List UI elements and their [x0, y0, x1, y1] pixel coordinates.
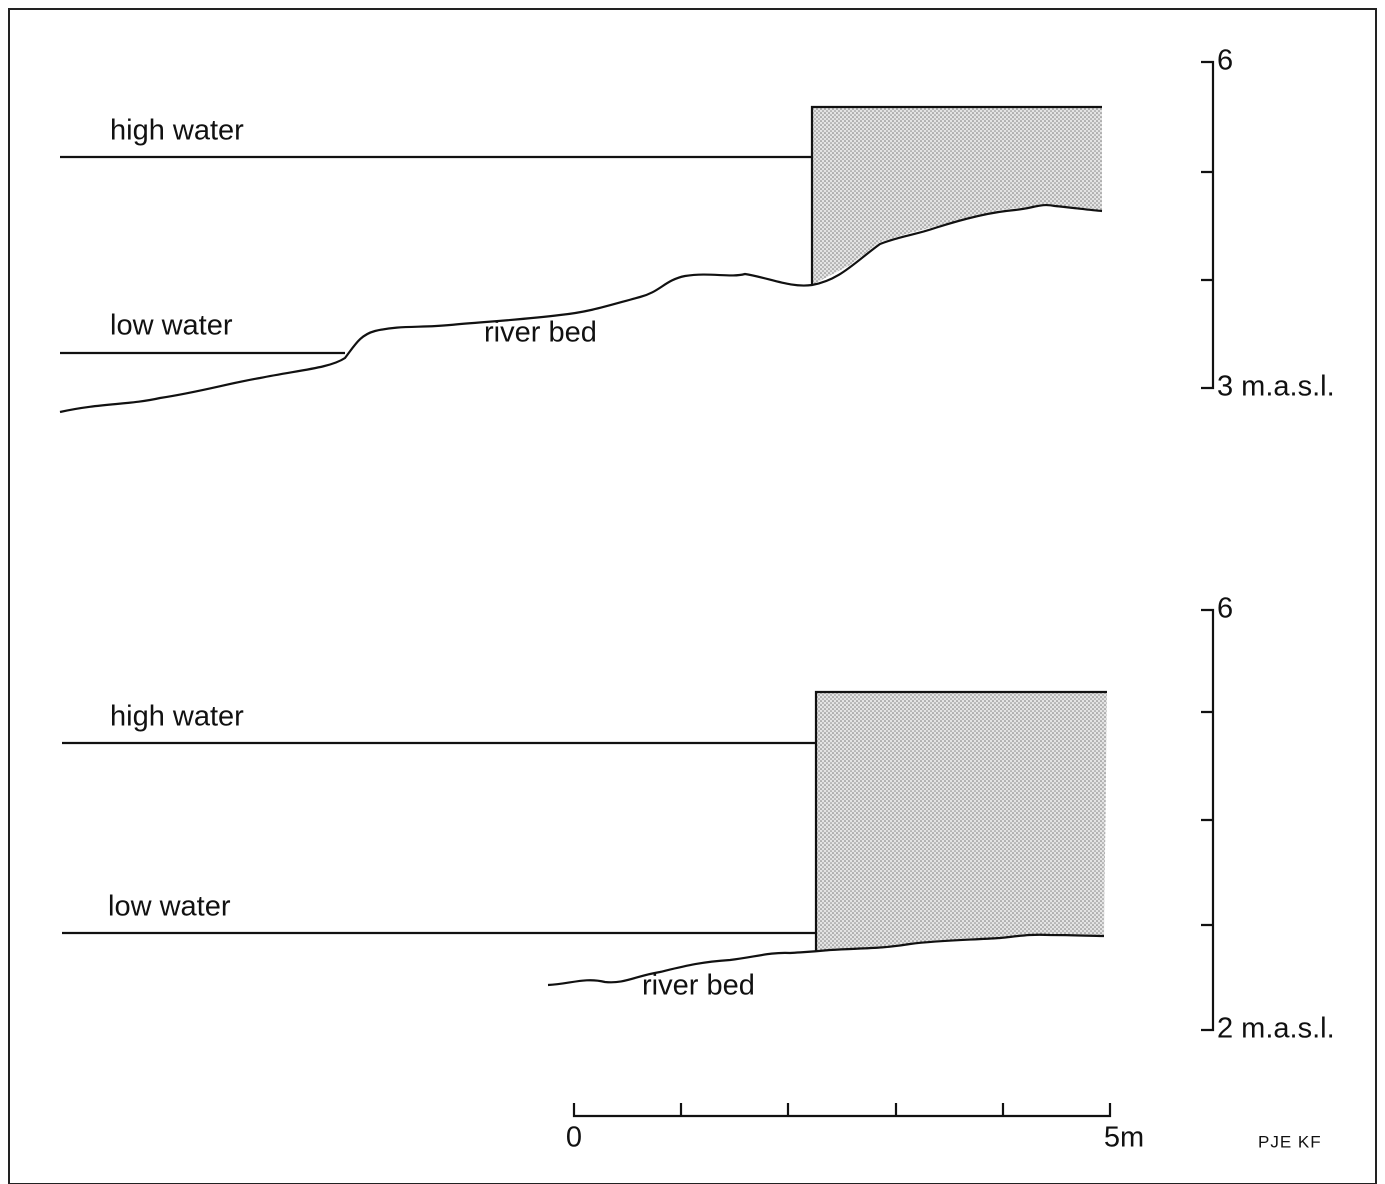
bank-outline — [814, 690, 1107, 952]
frame — [8, 8, 1377, 1184]
panel-2: high water low water river bed 6 2 m.a.s… — [62, 593, 1335, 1045]
scale-bar-label: 0 — [566, 1122, 582, 1154]
panel-1: high water low water river bed 6 3 m.a.s… — [59, 45, 1335, 414]
label: high water — [110, 115, 244, 147]
elevation-scale — [1201, 60, 1215, 390]
river-bed-profile — [59, 203, 1103, 414]
label: river bed — [484, 317, 597, 349]
scale-bar: 0 5m — [566, 1103, 1144, 1154]
scale-bar-label: 5m — [1104, 1122, 1144, 1154]
bank-fill — [812, 107, 1102, 285]
scale-label: 3 m.a.s.l. — [1217, 371, 1335, 403]
scale-label: 6 — [1217, 45, 1233, 77]
river-bed-profile — [547, 933, 1105, 987]
label: low water — [110, 310, 233, 342]
credit: PJE KF — [1258, 1132, 1322, 1151]
elevation-scale — [1201, 608, 1215, 1032]
label: river bed — [642, 970, 755, 1002]
scale-label: 2 m.a.s.l. — [1217, 1013, 1335, 1045]
scale-label: 6 — [1217, 593, 1233, 625]
scale-bar-line — [572, 1103, 1112, 1118]
label: high water — [110, 701, 244, 733]
label: low water — [108, 891, 231, 923]
bank-outline — [810, 105, 1102, 285]
bank-fill — [816, 692, 1107, 952]
